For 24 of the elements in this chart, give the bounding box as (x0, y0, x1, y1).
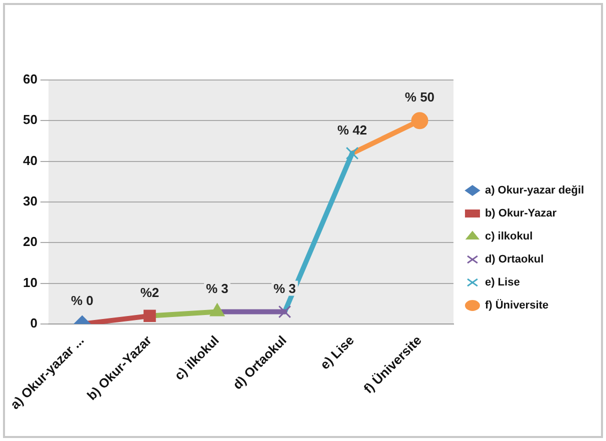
legend-label: b) Okur-Yazar (484, 208, 558, 220)
y-tick-label: 0 (30, 316, 38, 331)
legend-label: d) Ortaokul (484, 254, 544, 266)
y-tick-label: 30 (22, 194, 38, 209)
legend-label: c) ilkokul (484, 230, 533, 243)
y-tick-label: 40 (22, 152, 38, 168)
data-label: % 0 (71, 293, 94, 308)
legend-label: f) Üniversite (484, 298, 549, 312)
data-label: % 3 (274, 280, 296, 296)
point (346, 146, 359, 160)
data-label: % 3 (206, 280, 228, 296)
point (411, 112, 428, 130)
x-tick-label: e) Lise (317, 332, 357, 372)
y-tick-label: 10 (22, 274, 38, 290)
data-label: % 50 (404, 90, 435, 105)
data-label: %2 (140, 284, 160, 300)
point (144, 310, 156, 322)
y-tick-label: 20 (22, 234, 38, 250)
y-tick-label: 60 (22, 72, 38, 87)
point (278, 305, 292, 318)
y-tick-label: 50 (22, 112, 38, 128)
legend-label: e) Lise (484, 276, 520, 289)
legend-label: a) Okur-yazar değil (484, 184, 584, 197)
data-label: % 42 (337, 122, 368, 138)
